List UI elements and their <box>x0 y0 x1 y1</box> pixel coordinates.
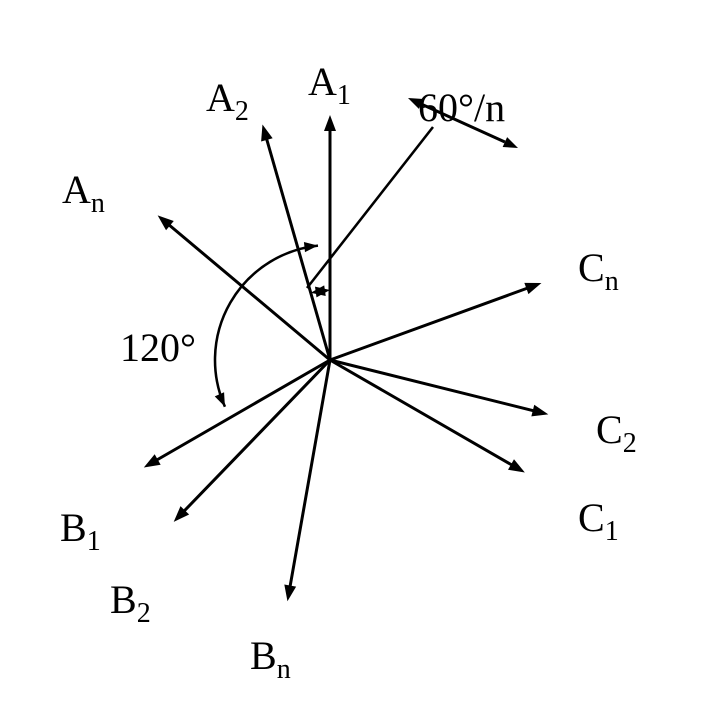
label-C2: C2 <box>596 410 637 458</box>
label-Bn-base: B <box>250 633 277 678</box>
vector-Cn <box>330 283 541 360</box>
vector-A1 <box>324 115 336 360</box>
phasor-diagram <box>0 0 718 724</box>
vector-C1 <box>330 360 525 473</box>
label-Bn: Bn <box>250 636 291 684</box>
label-A1: A1 <box>308 62 351 110</box>
vector-B1 <box>144 360 330 468</box>
label-An-base: A <box>62 167 91 212</box>
label-angle60: 60°/n <box>418 88 505 128</box>
angle-marker-small <box>311 285 330 297</box>
label-Cn: Cn <box>578 248 619 296</box>
label-C2-sub: 2 <box>623 428 637 459</box>
label-B1-sub: 1 <box>87 526 101 557</box>
label-A2: A2 <box>206 78 249 126</box>
label-C1-sub: 1 <box>605 516 619 547</box>
label-C1: C1 <box>578 498 619 546</box>
label-B1-base: B <box>60 505 87 550</box>
callout-leader <box>307 127 433 288</box>
label-An-sub: n <box>91 188 105 219</box>
label-B2: B2 <box>110 580 151 628</box>
vector-C2 <box>330 360 548 416</box>
label-B1: B1 <box>60 508 101 556</box>
label-An: An <box>62 170 105 218</box>
label-A1-sub: 1 <box>337 80 351 111</box>
vector-A2 <box>261 124 330 360</box>
label-C2-base: C <box>596 407 623 452</box>
label-A2-base: A <box>206 75 235 120</box>
label-angle120: 120° <box>120 328 196 368</box>
label-B2-sub: 2 <box>137 598 151 629</box>
label-Cn-sub: n <box>605 266 619 297</box>
label-A2-sub: 2 <box>235 96 249 127</box>
label-B2-base: B <box>110 577 137 622</box>
label-Bn-sub: n <box>277 654 291 685</box>
label-Cn-base: C <box>578 245 605 290</box>
vector-Bn <box>284 360 330 601</box>
label-C1-base: C <box>578 495 605 540</box>
label-A1-base: A <box>308 59 337 104</box>
